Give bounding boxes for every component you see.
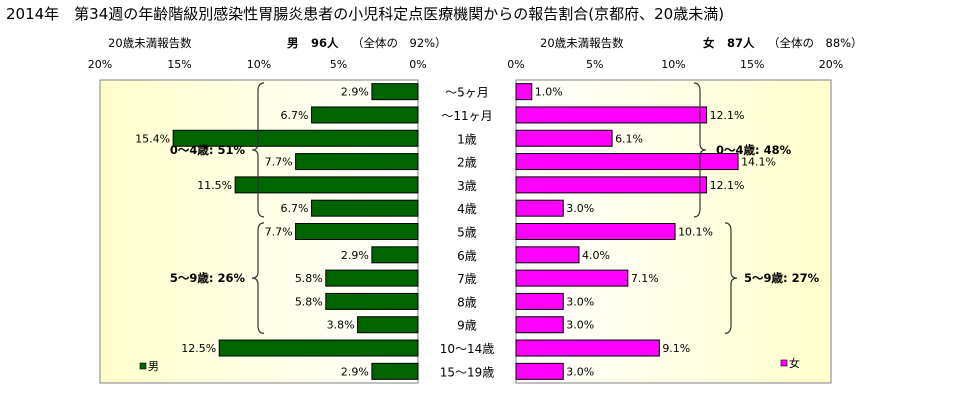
male-data-label: 2.9%	[341, 249, 369, 262]
male-data-label: 3.8%	[327, 319, 355, 332]
male-x-tick: 15%	[167, 58, 191, 71]
male-x-tick: 0%	[409, 58, 426, 71]
female-data-label: 7.1%	[631, 272, 659, 285]
female-x-tick: 0%	[507, 58, 524, 71]
female-bar	[515, 316, 564, 334]
female-bar	[515, 83, 533, 101]
male-group-5-9-bracket	[251, 222, 265, 334]
male-x-tick: 20%	[88, 58, 112, 71]
male-group-5-9-label: 5～9歳: 26%	[170, 271, 246, 285]
female-x-tick: 5%	[586, 58, 603, 71]
male-data-label: 11.5%	[197, 179, 232, 192]
age-category-label: 6歳	[457, 249, 477, 263]
age-category-label: ～5ヶ月	[445, 86, 489, 100]
age-category-label: 10～14歳	[440, 342, 495, 356]
age-category-label: 8歳	[457, 295, 477, 309]
female-data-label: 3.0%	[566, 365, 594, 378]
male-bar	[371, 246, 419, 264]
male-bar	[371, 362, 419, 380]
male-bar	[310, 106, 419, 124]
age-category-label: 7歳	[457, 272, 477, 286]
female-x-tick: 20%	[819, 58, 843, 71]
male-bar	[172, 129, 419, 147]
female-x-tick: 15%	[740, 58, 764, 71]
female-bar	[515, 199, 564, 217]
male-bar	[310, 199, 419, 217]
female-data-label: 12.1%	[710, 179, 745, 192]
female-data-label: 12.1%	[710, 109, 745, 122]
chart-title: 2014年 第34週の年齢階級別感染性胃腸炎患者の小児科定点医療機関からの報告割…	[6, 5, 725, 23]
male-data-label: 2.9%	[341, 86, 369, 99]
female-bar	[515, 269, 629, 287]
male-bar	[295, 153, 419, 171]
age-category-label: 9歳	[457, 319, 477, 333]
male-x-tick: 5%	[330, 58, 347, 71]
female-data-label: 3.0%	[566, 319, 594, 332]
male-legend-swatch	[139, 362, 147, 370]
age-category-label: 4歳	[457, 202, 477, 216]
female-group-5-9-label: 5～9歳: 27%	[744, 271, 820, 285]
male-x-tick: 10%	[247, 58, 271, 71]
male-bar	[325, 269, 419, 287]
female-bar	[515, 292, 564, 310]
male-summary-count: 96人	[311, 36, 339, 50]
male-bar	[234, 176, 419, 194]
male-data-label: 15.4%	[135, 132, 170, 145]
female-data-label: 6.1%	[615, 132, 643, 145]
male-bar	[357, 316, 419, 334]
male-legend-label: 男	[148, 360, 159, 373]
female-data-label: 3.0%	[566, 295, 594, 308]
male-data-label: 5.8%	[295, 295, 323, 308]
female-legend-swatch	[780, 359, 788, 367]
female-legend-label: 女	[789, 356, 800, 370]
age-category-label: 1歳	[457, 132, 477, 146]
age-category-label: ～11ヶ月	[441, 109, 492, 123]
male-data-label: 7.7%	[265, 156, 293, 169]
male-count-label: 20歳未満報告数	[108, 36, 192, 50]
female-bar	[515, 339, 660, 357]
age-category-label: 2歳	[457, 156, 477, 170]
female-count-label: 20歳未満報告数	[540, 36, 624, 50]
female-bar	[515, 246, 580, 264]
female-data-label: 10.1%	[678, 226, 713, 239]
male-group-0-4-label: 0～4歳: 51%	[170, 143, 246, 157]
female-data-label: 3.0%	[566, 202, 594, 215]
male-bar	[325, 292, 419, 310]
male-data-label: 2.9%	[341, 365, 369, 378]
age-category-label: 3歳	[457, 179, 477, 193]
male-bar	[371, 83, 419, 101]
male-data-label: 12.5%	[181, 342, 216, 355]
female-bar	[515, 223, 676, 240]
female-summary-count: 87人	[727, 36, 755, 50]
male-bar	[295, 223, 419, 240]
female-group-5-9-bracket	[724, 222, 738, 334]
female-bar	[515, 362, 564, 380]
female-data-label: 14.1%	[741, 156, 776, 169]
male-data-label: 7.7%	[265, 226, 293, 239]
male-data-label: 6.7%	[281, 109, 309, 122]
female-data-label: 4.0%	[582, 249, 610, 262]
female-group-0-4-bracket	[693, 82, 707, 218]
female-data-label: 9.1%	[662, 342, 690, 355]
female-group-0-4-label: 0～4歳: 48%	[716, 143, 792, 157]
female-bar	[515, 176, 708, 194]
female-x-tick: 10%	[661, 58, 685, 71]
female-data-label: 1.0%	[535, 86, 563, 99]
male-data-label: 5.8%	[295, 272, 323, 285]
age-category-label: 15～19歳	[440, 365, 495, 379]
female-bar	[515, 106, 708, 124]
male-bar	[218, 339, 419, 357]
female-summary-sex: 女	[703, 36, 715, 50]
age-category-label: 5歳	[457, 226, 477, 240]
female-summary-share: （全体の 88%）	[768, 36, 863, 50]
female-bar	[515, 129, 613, 147]
male-summary-sex: 男	[287, 36, 299, 50]
female-bar	[515, 153, 739, 171]
male-group-0-4-bracket	[251, 82, 265, 218]
male-data-label: 6.7%	[281, 202, 309, 215]
male-summary-share: （全体の 92%）	[352, 36, 447, 50]
